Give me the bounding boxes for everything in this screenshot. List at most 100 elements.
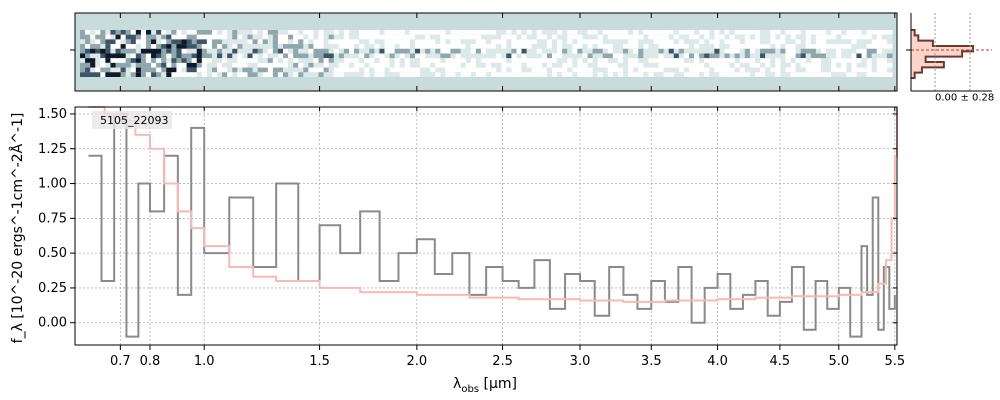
heatmap-cell [572,48,578,54]
heatmap-cell [480,34,487,40]
heatmap-cell [161,53,167,59]
heatmap-cell [277,48,284,54]
heatmap-cell [85,30,91,35]
heatmap-cell [308,72,314,77]
heatmap-cell [196,39,203,45]
heatmap-cell [333,30,340,35]
heatmap-cell [841,72,847,77]
heatmap-cell [770,34,776,40]
heatmap-cell [541,62,548,68]
heatmap-cell [369,67,375,73]
heatmap-cell [450,53,457,59]
heatmap-cell [734,30,741,35]
heatmap-cell [191,48,198,54]
heatmap-cell [815,48,822,54]
heatmap-cell [592,39,599,45]
heatmap-cell [181,30,188,35]
heatmap-cell [80,62,86,68]
heatmap-cell [511,62,517,68]
heatmap-cell [729,62,736,68]
heatmap-cell [754,67,761,73]
heatmap-cell [323,67,330,73]
heatmap-cell [531,53,538,59]
heatmap-cell [516,30,523,35]
heatmap-cell [800,48,807,54]
heatmap-cell [414,44,421,49]
heatmap-cell [364,34,370,40]
heatmap-cell [277,30,284,35]
heatmap-cell [856,48,863,54]
heatmap-cell [166,30,172,35]
heatmap-cell [465,39,472,45]
heatmap-cell [866,62,873,68]
heatmap-cell [846,30,852,35]
heatmap-cell [567,67,573,73]
heatmap-cell [232,67,238,73]
heatmap-cell [760,48,766,54]
heatmap-cell [140,67,147,73]
heatmap-cell [237,72,243,77]
heatmap-cell [719,30,726,35]
heatmap-cell [511,44,517,49]
profile-annotation: 0.00 ± 0.28 [935,92,994,103]
heatmap-cell [318,34,325,40]
heatmap-cell [486,44,492,49]
heatmap-cell [526,53,533,59]
heatmap-cell [511,34,517,40]
heatmap-cell [186,53,193,59]
heatmap-cell [262,34,269,40]
heatmap-cell [257,48,264,54]
heatmap-cell [105,53,111,59]
heatmap-cell [851,62,857,68]
heatmap-cell [744,44,751,49]
heatmap-cell [795,67,802,73]
heatmap-cell [765,58,771,63]
heatmap-cell [232,58,238,63]
heatmap-cell [470,30,477,35]
heatmap-cell [369,30,375,35]
heatmap-cell [354,72,360,77]
heatmap-cell [283,44,289,49]
heatmap-cell [318,44,325,49]
heatmap-cell [237,34,243,40]
heatmap-cell [689,30,695,35]
heatmap-cell [541,44,548,49]
heatmap-cell [247,39,254,45]
heatmap-cell [455,72,462,77]
heatmap-cell [85,44,91,49]
heatmap-cell [638,72,644,77]
heatmap-cell [719,67,726,73]
heatmap-cell [125,53,132,59]
heatmap-cell [450,30,457,35]
heatmap-cell [145,34,152,40]
heatmap-cell [425,72,431,77]
heatmap-cell [80,44,86,49]
heatmap-cell [95,72,101,77]
heatmap-cell [536,48,543,54]
heatmap-cell [176,48,182,54]
heatmap-cell [577,67,583,73]
heatmap-cell [846,34,852,40]
heatmap-cell [592,48,599,54]
heatmap-cell [607,62,614,68]
heatmap-cell [790,62,797,68]
heatmap-cell [283,62,289,68]
heatmap-cell [445,48,451,54]
heatmap-cell [409,48,416,54]
heatmap-cell [754,62,761,68]
heatmap-cell [95,39,101,45]
spectrum-2d-frame [74,12,898,92]
heatmap-cell [227,53,233,59]
heatmap-cell [749,58,756,63]
heatmap-cell [587,58,594,63]
heatmap-cell [151,44,157,49]
heatmap-cell [648,58,654,63]
heatmap-cell [546,62,553,68]
heatmap-cell [815,39,822,45]
heatmap-cell [643,44,649,49]
heatmap-cell [323,48,330,54]
heatmap-cell [191,58,198,63]
heatmap-cell [470,44,477,49]
heatmap-cell [633,72,639,77]
heatmap-cell [501,39,507,45]
